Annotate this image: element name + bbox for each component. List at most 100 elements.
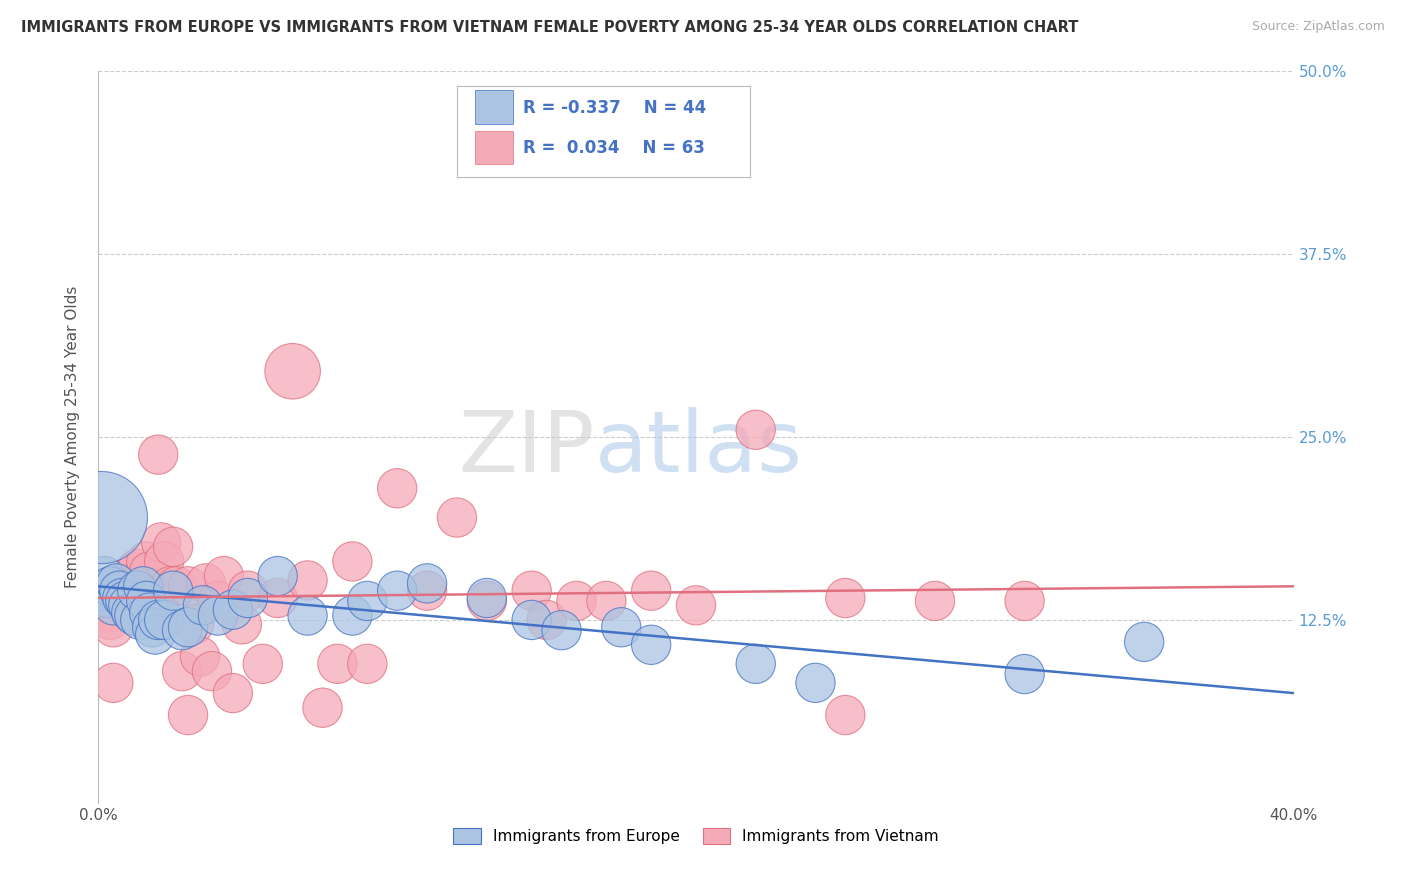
Point — [143, 627, 166, 641]
Point — [177, 579, 200, 593]
Point — [610, 620, 633, 634]
Point — [132, 569, 155, 583]
Point — [640, 583, 662, 598]
Point — [90, 510, 112, 524]
Point — [108, 583, 131, 598]
Point — [536, 613, 558, 627]
Point — [834, 591, 856, 605]
Point — [183, 617, 205, 632]
Point — [150, 535, 173, 549]
Point — [195, 576, 218, 591]
Point — [475, 594, 498, 608]
Point — [188, 649, 211, 664]
Point — [236, 591, 259, 605]
Point — [385, 481, 409, 495]
Point — [267, 569, 290, 583]
Point — [1014, 594, 1036, 608]
Point — [117, 594, 139, 608]
Point — [114, 576, 136, 591]
Point — [124, 608, 146, 623]
Point — [127, 583, 149, 598]
Point — [138, 606, 160, 620]
Point — [416, 583, 439, 598]
Point — [297, 574, 319, 588]
Point — [153, 554, 176, 568]
Point — [98, 579, 122, 593]
Point — [172, 664, 194, 678]
Point — [162, 540, 184, 554]
Point — [1133, 635, 1156, 649]
Point — [117, 599, 139, 613]
Legend: Immigrants from Europe, Immigrants from Vietnam: Immigrants from Europe, Immigrants from … — [447, 822, 945, 850]
Point — [93, 569, 115, 583]
Point — [111, 591, 134, 605]
Point — [165, 579, 187, 593]
Point — [1014, 667, 1036, 681]
Point — [159, 579, 181, 593]
Point — [520, 583, 543, 598]
Point — [212, 569, 235, 583]
Point — [138, 565, 160, 579]
Point — [342, 608, 364, 623]
Point — [356, 657, 378, 671]
Point — [127, 562, 149, 576]
Point — [311, 700, 333, 714]
Point — [252, 657, 274, 671]
Text: R =  0.034    N = 63: R = 0.034 N = 63 — [523, 139, 704, 157]
FancyBboxPatch shape — [475, 90, 513, 124]
Point — [565, 594, 588, 608]
Point — [103, 676, 125, 690]
Point — [924, 594, 946, 608]
Point — [148, 591, 170, 605]
Point — [297, 608, 319, 623]
Point — [103, 620, 125, 634]
Point — [640, 638, 662, 652]
Point — [162, 583, 184, 598]
Text: Source: ZipAtlas.com: Source: ZipAtlas.com — [1251, 20, 1385, 33]
Point — [267, 591, 290, 605]
Point — [222, 603, 245, 617]
Point — [416, 576, 439, 591]
Text: ZIP: ZIP — [458, 407, 595, 490]
Point — [745, 423, 768, 437]
Point — [446, 510, 468, 524]
Point — [108, 579, 131, 593]
Text: R = -0.337    N = 44: R = -0.337 N = 44 — [523, 99, 706, 117]
Point — [120, 569, 142, 583]
Point — [475, 591, 498, 605]
Point — [177, 708, 200, 723]
Point — [93, 594, 115, 608]
Point — [120, 606, 142, 620]
Point — [172, 623, 194, 637]
Point — [129, 579, 152, 593]
Point — [231, 617, 253, 632]
Point — [96, 606, 118, 620]
Point — [105, 583, 128, 598]
Point — [153, 613, 176, 627]
Point — [124, 565, 146, 579]
Point — [129, 613, 152, 627]
Point — [804, 676, 827, 690]
Point — [148, 448, 170, 462]
Point — [834, 708, 856, 723]
Point — [281, 364, 304, 378]
Point — [745, 657, 768, 671]
Point — [135, 554, 157, 568]
Point — [105, 576, 128, 591]
Point — [685, 599, 707, 613]
Point — [201, 664, 224, 678]
Point — [111, 588, 134, 602]
Text: IMMIGRANTS FROM EUROPE VS IMMIGRANTS FROM VIETNAM FEMALE POVERTY AMONG 25-34 YEA: IMMIGRANTS FROM EUROPE VS IMMIGRANTS FRO… — [21, 20, 1078, 35]
Point — [96, 591, 118, 605]
Point — [143, 608, 166, 623]
Point — [114, 594, 136, 608]
FancyBboxPatch shape — [457, 86, 749, 178]
FancyBboxPatch shape — [475, 130, 513, 164]
Point — [581, 130, 603, 145]
Point — [550, 623, 572, 637]
Point — [90, 583, 112, 598]
Point — [103, 599, 125, 613]
Point — [342, 554, 364, 568]
Point — [148, 613, 170, 627]
Point — [141, 594, 163, 608]
